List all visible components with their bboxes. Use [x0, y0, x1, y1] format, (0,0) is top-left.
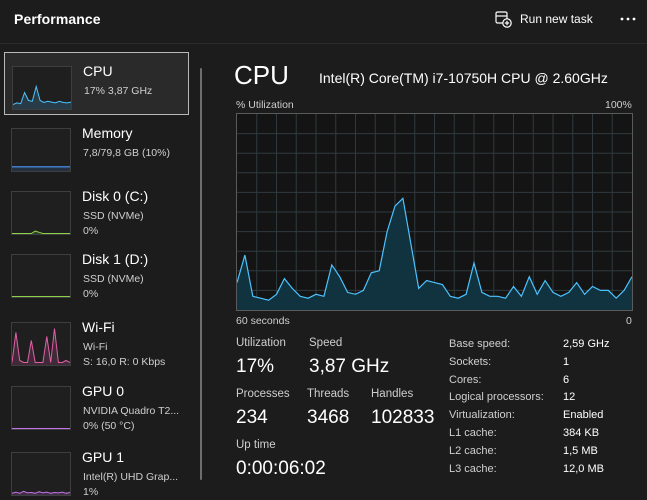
- sidebar-item-title: Memory: [82, 125, 133, 141]
- sidebar-scrollbar[interactable]: [200, 68, 202, 480]
- spec-key: L1 cache:: [449, 427, 497, 439]
- sidebar-item-title: GPU 0: [82, 383, 125, 399]
- utilization-value: 17%: [236, 356, 275, 377]
- sidebar-item-usage: S: 16,0 R: 0 Kbps: [83, 356, 166, 368]
- thumbnail-line: [12, 328, 70, 363]
- spec-key: Sockets:: [449, 356, 492, 368]
- thumbnail-area: [12, 328, 70, 365]
- spec-row-l2-cache: L2 cache: 1,5 MB: [449, 445, 639, 461]
- uptime-value: 0:00:06:02: [236, 458, 326, 479]
- x-axis-start-label: 60 seconds: [236, 315, 290, 327]
- thumbnail-line: [12, 490, 70, 494]
- thumbnail-area: [13, 86, 71, 109]
- thumbnail-line: [12, 230, 70, 234]
- utilization-label: Utilization: [236, 337, 286, 349]
- spec-value: 1,5 MB: [563, 445, 598, 457]
- sidebar-item-detail: 17% 3,87 GHz: [84, 85, 153, 97]
- spec-key: L3 cache:: [449, 463, 497, 475]
- sidebar-item-title: Disk 0 (C:): [82, 188, 149, 204]
- resource-sidebar: CPU 17% 3,87 GHz Memory 7,8/79,8 GB (10%…: [0, 48, 196, 500]
- sidebar-item-usage: 0% (50 °C): [83, 420, 135, 432]
- handles-label: Handles: [371, 388, 414, 400]
- task-add-icon: [495, 11, 512, 28]
- spec-key: Virtualization:: [449, 409, 515, 421]
- run-new-task-label: Run new task: [520, 12, 593, 26]
- wifi-thumbnail-graph: [11, 322, 71, 366]
- resource-title: CPU: [234, 60, 289, 90]
- y-axis-max-label: 100%: [605, 99, 632, 111]
- y-axis-label: % Utilization: [236, 99, 294, 111]
- sidebar-item-title: Disk 1 (D:): [82, 251, 149, 267]
- processes-label: Processes: [236, 388, 290, 400]
- spec-key: Logical processors:: [449, 391, 544, 403]
- run-new-task-button[interactable]: Run new task: [494, 8, 593, 30]
- spec-row-l1-cache: L1 cache: 384 KB: [449, 427, 639, 443]
- spec-row-l3-cache: L3 cache: 12,0 MB: [449, 463, 639, 479]
- spec-key: Cores:: [449, 374, 482, 386]
- spec-value: 1: [563, 356, 570, 368]
- spec-row-logical-processors: Logical processors: 12: [449, 391, 639, 407]
- sidebar-item-title: GPU 1: [82, 449, 125, 465]
- spec-key: L2 cache:: [449, 445, 497, 457]
- sidebar-item-detail: SSD (NVMe): [83, 210, 144, 222]
- sidebar-item-usage: 0%: [83, 288, 99, 300]
- spec-row-cores: Cores: 6: [449, 374, 639, 390]
- cpu-utilization-plot: [236, 114, 633, 310]
- spec-key: Base speed:: [449, 338, 511, 350]
- spec-row-sockets: Sockets: 1: [449, 356, 639, 372]
- sidebar-item-detail: Intel(R) UHD Grap...: [83, 471, 179, 483]
- spec-row-virtualization: Virtualization: Enabled: [449, 409, 639, 425]
- gpu-1-thumbnail-graph: [11, 452, 71, 496]
- spec-value: 384 KB: [563, 427, 600, 439]
- speed-value: 3,87 GHz: [309, 356, 390, 377]
- app-header: Performance Run new task: [0, 0, 647, 44]
- sidebar-item-title: Wi-Fi: [82, 319, 115, 335]
- spec-value: Enabled: [563, 409, 604, 421]
- spec-value: 12,0 MB: [563, 463, 604, 475]
- gpu-0-thumbnail-graph: [11, 386, 71, 430]
- utilization-line: [236, 197, 633, 301]
- sidebar-item-disk-0[interactable]: Disk 0 (C:) SSD (NVMe) 0%: [4, 178, 189, 241]
- spec-value: 2,59 GHz: [563, 338, 610, 350]
- sidebar-item-gpu-1[interactable]: GPU 1 Intel(R) UHD Grap... 1%: [4, 439, 189, 500]
- sidebar-item-usage: 1%: [83, 486, 99, 498]
- sidebar-item-title: CPU: [83, 63, 113, 79]
- more-options-button[interactable]: [615, 8, 641, 30]
- sidebar-item-gpu-0[interactable]: GPU 0 NVIDIA Quadro T2... 0% (50 °C): [4, 373, 189, 436]
- sidebar-item-wifi[interactable]: Wi-Fi Wi-Fi S: 16,0 R: 0 Kbps: [4, 309, 189, 372]
- speed-label: Speed: [309, 337, 343, 349]
- cpu-model-name: Intel(R) Core(TM) i7-10750H CPU @ 2.60GH…: [319, 70, 608, 86]
- disk-0-thumbnail-graph: [11, 191, 71, 235]
- thumbnail-area: [12, 491, 70, 495]
- cpu-thumbnail-graph: [12, 66, 72, 110]
- sidebar-item-usage: 0%: [83, 225, 99, 237]
- sidebar-item-disk-1[interactable]: Disk 1 (D:) SSD (NVMe) 0%: [4, 241, 189, 304]
- handles-value: 102833: [371, 407, 435, 428]
- spec-row-base-speed: Base speed: 2,59 GHz: [449, 338, 639, 354]
- spec-value: 12: [563, 391, 576, 403]
- sidebar-item-detail: SSD (NVMe): [83, 273, 144, 285]
- spec-value: 6: [563, 374, 570, 386]
- sidebar-item-cpu[interactable]: CPU 17% 3,87 GHz: [4, 52, 189, 115]
- x-axis-end-label: 0: [626, 315, 632, 327]
- thumbnail-area: [12, 166, 70, 171]
- memory-thumbnail-graph: [11, 128, 71, 172]
- threads-label: Threads: [307, 388, 350, 400]
- sidebar-item-detail: NVIDIA Quadro T2...: [83, 405, 180, 417]
- disk-1-thumbnail-graph: [11, 254, 71, 298]
- utilization-area: [237, 198, 632, 310]
- more-dots-icon: [620, 17, 636, 21]
- uptime-label: Up time: [236, 439, 276, 451]
- threads-value: 3468: [307, 407, 350, 428]
- sidebar-item-detail: 7,8/79,8 GB (10%): [83, 147, 170, 159]
- cpu-utilization-graph: [236, 113, 633, 311]
- page-title: Performance: [14, 11, 101, 27]
- sidebar-item-detail: Wi-Fi: [83, 341, 108, 353]
- processes-value: 234: [236, 407, 268, 428]
- sidebar-item-memory[interactable]: Memory 7,8/79,8 GB (10%): [4, 115, 189, 178]
- thumbnail-line: [13, 84, 71, 105]
